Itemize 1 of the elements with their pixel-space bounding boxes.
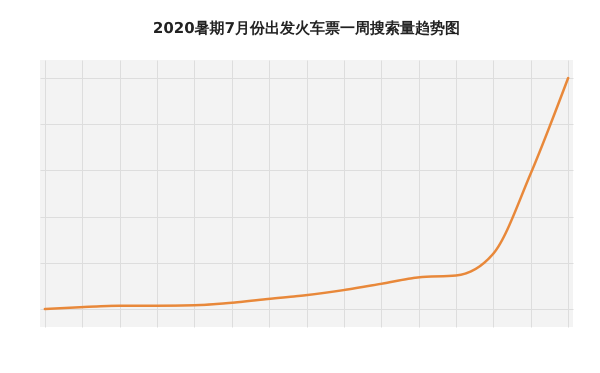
chart-title: 2020暑期7月份出发火车票一周搜索量趋势图 <box>152 19 460 37</box>
